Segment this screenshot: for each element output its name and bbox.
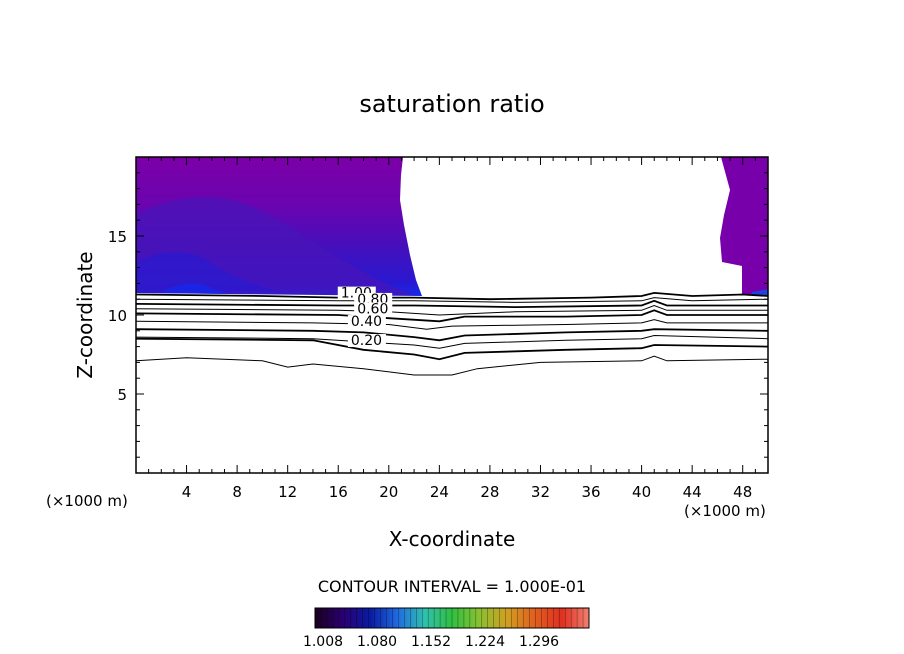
contour-line-5 (136, 319, 768, 330)
contour-interval: CONTOUR INTERVAL = 1.000E-01 (318, 577, 586, 596)
x-tick-label: 12 (278, 483, 297, 501)
contour-label-2: 0.60 (357, 301, 388, 317)
x-tick-label: 40 (632, 483, 651, 501)
x-unit-left: (×1000 m) (46, 492, 128, 510)
colorbar-labels: 1.008 1.080 1.152 1.224 1.296 (303, 634, 559, 650)
x-tick-label: 28 (480, 483, 499, 501)
contour-line-7 (136, 334, 768, 349)
saturation-fill-right-blue (752, 289, 768, 295)
contour-label-3: 0.40 (351, 314, 382, 330)
contour-label-4: 0.20 (351, 333, 382, 349)
contour-label-bg-2 (354, 302, 393, 316)
chart-title: saturation ratio (359, 90, 544, 118)
saturation-fill-core-inner (136, 252, 280, 293)
x-axis-label: X-coordinate (389, 527, 516, 551)
contour-line-2 (136, 299, 768, 309)
x-tick-label: 24 (430, 483, 449, 501)
contour-line-1 (136, 297, 768, 303)
colorbar-tick-label: 1.080 (357, 634, 397, 650)
colorbar-tick-label: 1.008 (303, 634, 343, 650)
y-tick-label: 5 (117, 386, 127, 404)
x-tick-label: 8 (232, 483, 242, 501)
x-tick-label: 32 (531, 483, 550, 501)
contour-label-bg-4 (347, 334, 386, 348)
x-tick-label: 4 (182, 483, 192, 501)
contour-line-8 (136, 337, 768, 361)
saturation-fill-right (720, 157, 768, 294)
y-tick-label: 15 (108, 228, 127, 246)
contour-line-4 (136, 309, 768, 323)
contour-line-0 (136, 291, 768, 301)
x-tick-label: 48 (733, 483, 752, 501)
contour-labels: 1.000.800.600.400.20 (337, 286, 393, 349)
contour-lines (136, 291, 768, 376)
contour-line-6 (136, 328, 768, 342)
x-tick-label: 36 (581, 483, 600, 501)
plot-area (136, 157, 768, 296)
x-tick-label: 16 (329, 483, 348, 501)
contour-line-9 (136, 355, 768, 376)
y-axis-label: Z-coordinate (73, 251, 97, 378)
saturation-fill-core-deep (160, 283, 230, 294)
contour-label-bg-3 (347, 315, 386, 329)
x-unit-right: (×1000 m) (684, 502, 766, 520)
colorbar-stripes (320, 608, 584, 628)
colorbar-tick-label: 1.224 (465, 634, 505, 650)
axis-ticks (136, 157, 768, 473)
colorbar-tick-label: 1.152 (411, 634, 451, 650)
y-tick-label: 10 (108, 307, 127, 325)
x-tick-label: 20 (379, 483, 398, 501)
colorbar-tick-label: 1.296 (519, 634, 559, 650)
x-tick-label: 44 (683, 483, 702, 501)
